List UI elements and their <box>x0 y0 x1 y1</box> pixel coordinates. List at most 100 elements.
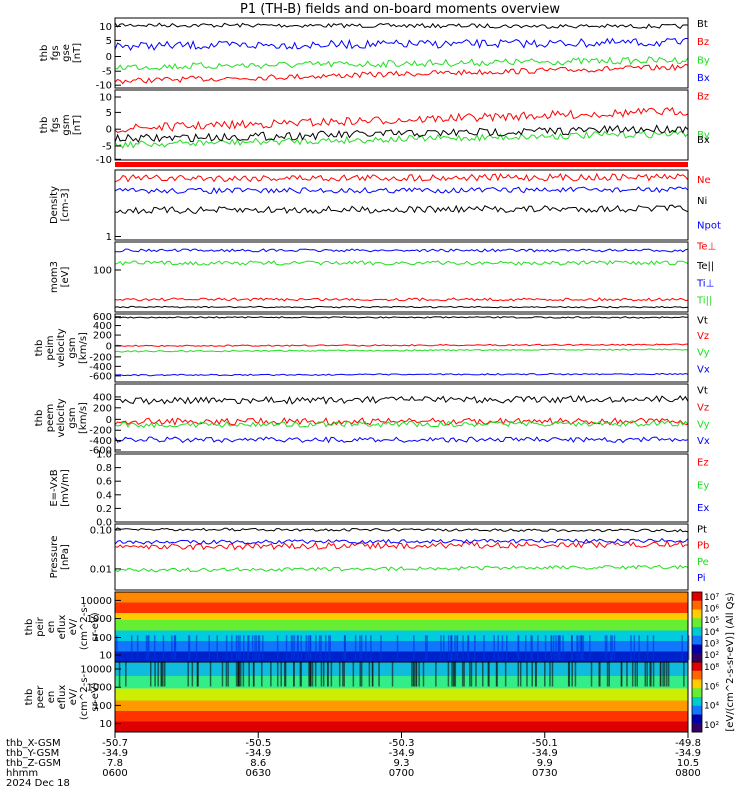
heatmap-streak <box>380 635 382 660</box>
heatmap-streak <box>293 662 295 687</box>
series-line-density-2 <box>114 186 689 195</box>
ytick-label: 0 <box>106 341 112 352</box>
heatmap-streak <box>544 662 546 687</box>
heatmap-streak <box>309 662 312 687</box>
heatmap-streak <box>435 662 437 687</box>
ylabel-line: eflux <box>57 685 68 710</box>
colorbar-segment <box>692 679 702 689</box>
heatmap-streak <box>325 635 327 660</box>
heatmap-band <box>115 630 688 641</box>
heatmap-streak <box>157 662 159 687</box>
heatmap-streak <box>506 635 508 660</box>
heatmap-streak <box>314 662 317 687</box>
heatmap-streak <box>329 635 331 660</box>
colorbar-segment <box>692 609 702 619</box>
heatmap-streak <box>343 662 346 687</box>
ytick-label: 0.2 <box>96 504 112 515</box>
series-line-peem-1 <box>114 417 689 427</box>
heatmap-band <box>115 676 688 689</box>
heatmap-streak <box>646 635 649 660</box>
xaxis-value: 0730 <box>532 768 557 779</box>
heatmap-streak <box>276 662 279 687</box>
legend-Te⊥: Te⊥ <box>696 242 716 253</box>
ylabel-line: mom3 <box>49 261 60 293</box>
series-line-fgs_gsm-1 <box>114 129 689 149</box>
heatmap-streak <box>208 635 210 660</box>
ylabel-line: eflux <box>57 615 68 640</box>
colorbar-frame <box>691 661 703 733</box>
heatmap-streak <box>451 662 453 687</box>
heatmap-streak <box>456 635 458 660</box>
heatmap-streak <box>650 662 652 687</box>
ylabel-line: peim <box>45 335 56 360</box>
heatmap-streak <box>196 662 199 687</box>
heatmap-streak <box>683 662 685 687</box>
series-line-peim-3 <box>114 372 689 377</box>
heatmap-streak <box>251 635 254 660</box>
colorbar-segment <box>692 714 702 724</box>
heatmap-streak <box>160 662 163 687</box>
ytick-label: 1000 <box>87 683 112 694</box>
heatmap-streak <box>371 662 374 687</box>
heatmap-streak <box>209 662 212 687</box>
ytick-label: 10000 <box>80 596 112 607</box>
heatmap-streak <box>461 662 464 687</box>
xaxis-row-label: thb_X-GSM <box>6 738 61 749</box>
heatmap-streak <box>453 662 456 687</box>
heatmap-streak <box>662 662 664 687</box>
heatmap-streak <box>344 635 346 660</box>
heatmap-streak <box>666 662 668 687</box>
ytick-label: 0.4 <box>96 490 112 501</box>
heatmap-streak <box>413 635 415 660</box>
series-line-peim-0 <box>114 316 689 319</box>
legend-By: By <box>697 130 710 141</box>
ytick-label: 5 <box>106 36 112 47</box>
legend-Pi: Pi <box>697 573 706 584</box>
heatmap-streak <box>552 635 555 660</box>
ylabel-line: (cm^2-s- <box>79 603 90 650</box>
heatmap-streak <box>606 635 608 660</box>
heatmap-band <box>115 688 688 701</box>
panel-peer: 10⁸ 10⁶ 10⁴ 10² 10000 1000 100 10 thb peer en eflux… <box>24 661 719 733</box>
legend-Ey: Ey <box>697 481 709 492</box>
ylabel-line: thb <box>39 45 50 62</box>
panel-frame <box>114 453 689 523</box>
heatmap-streak <box>284 662 287 687</box>
legend-Vz: Vz <box>697 331 709 342</box>
heatmap-streak <box>630 635 632 660</box>
ylabel-line: [mV/m] <box>60 469 71 507</box>
heatmap-streak <box>571 662 573 687</box>
legend-By: By <box>697 55 710 66</box>
ytick-label: -400 <box>89 362 112 373</box>
heatmap-streak <box>659 662 662 687</box>
ylabel-line: gse <box>61 44 72 62</box>
heatmap-streak <box>487 662 490 687</box>
ytick-label: 10 <box>99 93 112 104</box>
heatmap-streak <box>687 635 690 660</box>
heatmap-streak <box>391 662 394 687</box>
heatmap-streak <box>426 635 428 660</box>
heatmap-streak <box>365 635 367 660</box>
heatmap-streak <box>450 635 453 660</box>
ytick-label: 1000 <box>87 614 112 625</box>
heatmap-streak <box>504 662 507 687</box>
heatmap-streak <box>549 662 551 687</box>
xaxis-value: -34.9 <box>245 748 271 759</box>
heatmap-streak <box>483 635 485 660</box>
series-line-peem-3 <box>114 436 689 444</box>
ytick-label: 100 <box>93 701 112 712</box>
heatmap-streak <box>604 635 607 660</box>
series-line-temp-0 <box>114 297 689 302</box>
colorbar-tick: 10⁶ <box>704 605 719 615</box>
heatmap-streak <box>576 635 578 660</box>
heatmap-streak <box>318 635 321 660</box>
ylabel-line: sr-eV) <box>90 682 101 711</box>
heatmap-streak <box>238 662 240 687</box>
series-line-temp-3 <box>114 260 689 266</box>
ytick-label: 200 <box>93 331 112 342</box>
heatmap-streak <box>531 662 533 687</box>
ylabel-line: en <box>46 621 57 634</box>
colorbar-segment <box>692 600 702 610</box>
xaxis-value: -34.9 <box>532 748 558 759</box>
